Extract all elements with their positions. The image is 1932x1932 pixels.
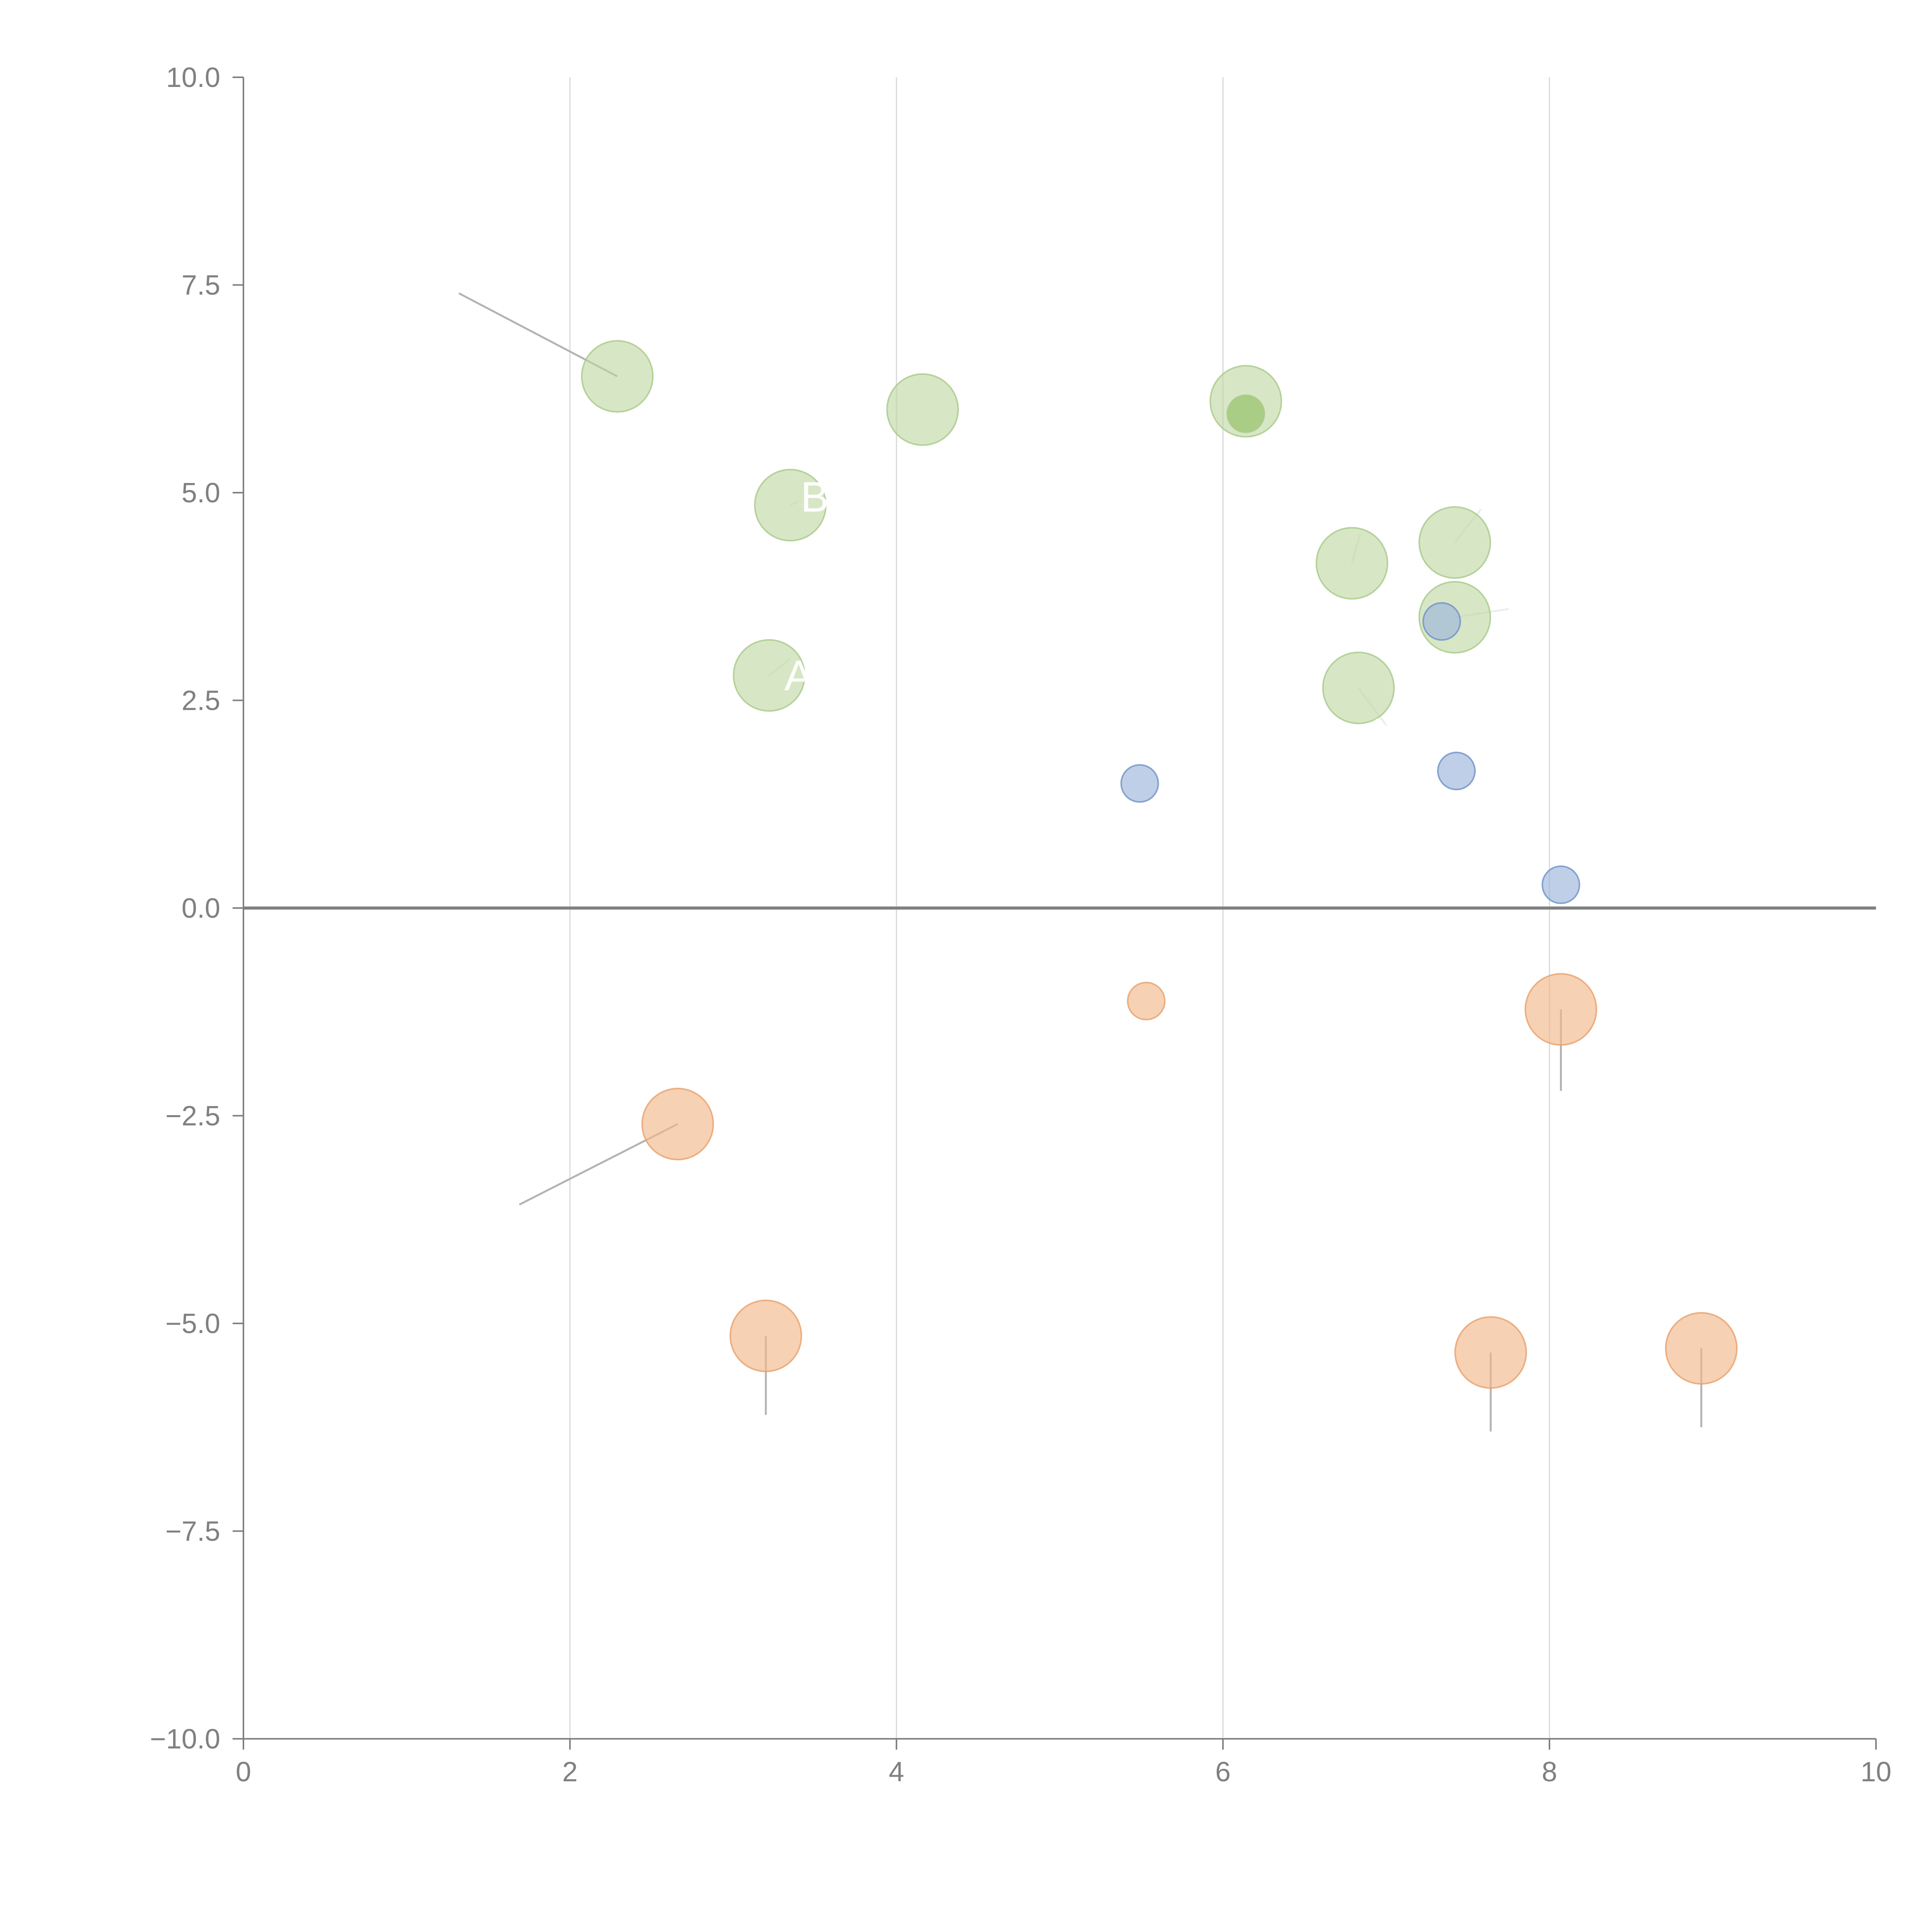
- y-tick-label: 2.5: [182, 685, 220, 716]
- green-point: [1322, 651, 1395, 724]
- y-tick-label: −7.5: [165, 1516, 220, 1547]
- x-tick-label: 4: [889, 1757, 904, 1787]
- x-tick-label: 6: [1215, 1757, 1231, 1787]
- blue-point: [1120, 764, 1159, 803]
- green-point: [886, 373, 959, 446]
- axes: 0 2 4 6 8 10 −10.0 −7.5 −5.0 −2.5 0.0 2.5 5.0 7.5 10.0: [150, 62, 1891, 1787]
- orange-point: [1127, 981, 1166, 1020]
- x-tick-label: 10: [1861, 1757, 1891, 1787]
- green-point: [1418, 506, 1491, 579]
- green-point: [1315, 527, 1388, 600]
- y-tick-label: −10.0: [150, 1724, 220, 1755]
- y-tick-label: 5.0: [182, 478, 220, 509]
- x-tick-label: 0: [236, 1757, 251, 1787]
- x-tick-label: 2: [562, 1757, 578, 1787]
- green-point: [581, 340, 654, 413]
- blue-point: [1541, 865, 1580, 904]
- leader-lines: [458, 292, 1702, 1432]
- orange-point: [1665, 1312, 1738, 1385]
- green-point: [733, 639, 806, 712]
- point-label: A: [784, 652, 813, 699]
- blue-point: [1422, 602, 1461, 641]
- y-tick-label: 7.5: [182, 270, 220, 301]
- orange-point: [1454, 1316, 1527, 1389]
- y-tick-label: −2.5: [165, 1101, 220, 1132]
- y-tick-label: 0.0: [182, 893, 220, 924]
- blue-point: [1437, 752, 1476, 791]
- orange-point: [1524, 973, 1597, 1046]
- point-label: B: [801, 473, 829, 521]
- orange-point: [730, 1299, 802, 1372]
- orange-point: [641, 1088, 714, 1160]
- green-dark-point: [1226, 394, 1265, 433]
- y-tick-label: −5.0: [165, 1308, 220, 1339]
- green-point: [754, 469, 827, 542]
- point-labels: B A A: [784, 473, 1393, 758]
- data-points: [581, 340, 1738, 1389]
- y-tick-label: 10.0: [166, 62, 220, 93]
- x-tick-label: 8: [1542, 1757, 1557, 1787]
- point-label: A: [1364, 710, 1393, 758]
